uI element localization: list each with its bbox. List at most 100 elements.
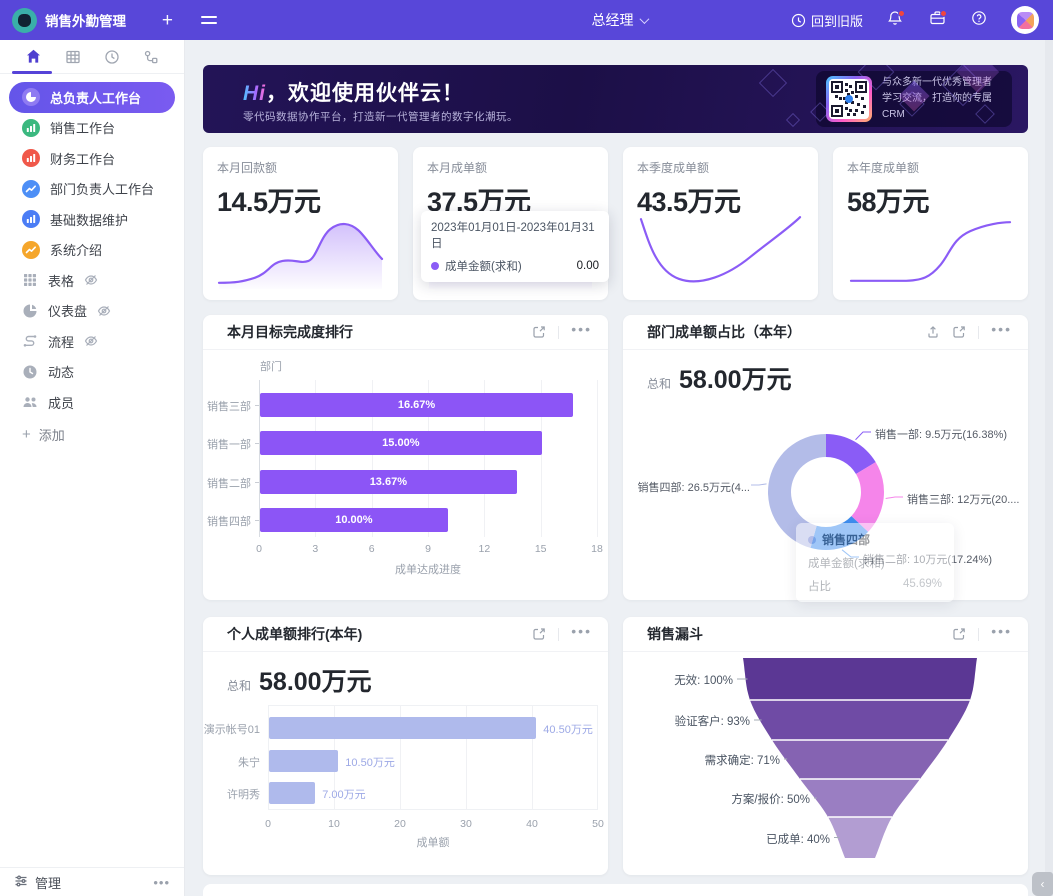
more-options-button[interactable]: ••• [571,320,592,337]
role-selector[interactable]: 总经理 [592,10,650,30]
eye-off-icon[interactable] [84,334,98,348]
expand-icon[interactable] [532,627,546,641]
bar-value-label: 10.50万元 [345,757,395,769]
expand-icon[interactable] [952,325,966,339]
stat-label: 本月回款额 [217,161,278,175]
eye-off-icon[interactable] [84,273,98,287]
bar-value-label: 40.50万元 [543,724,593,736]
category-label: 朱宁 [238,757,260,769]
x-axis-tick: 30 [460,818,472,830]
funnel-chart: 无效: 100% 验证客户: 93% 需求确定: 71% 方案/报价: 50% 已成单:… [623,652,1028,875]
menu-toggle-icon[interactable] [201,16,217,24]
bar[interactable] [269,717,537,739]
flow-gray-icon [22,333,38,349]
x-axis-tick: 3 [312,543,319,555]
eye-off-icon[interactable] [97,304,111,318]
tooltip-amount-row: 成单金额(求和) [808,558,885,570]
bar[interactable]: 13.67% [260,470,517,494]
sidebar-item[interactable]: 表格 [9,265,175,296]
export-icon[interactable] [926,325,940,339]
tooltip-date-range: 2023年01月01日-2023年01月31日 [431,222,595,250]
sidebar-item[interactable]: 基础数据维护 [9,204,175,235]
manage-more-button[interactable]: ••• [153,874,170,890]
funnel-stage-label: 验证客户: 93% [674,716,750,728]
stat-cards-row: 本月回款额 14.5万元 本月成单额 37.5万元 2023年01月01日-2023年0… [203,147,1028,300]
bar[interactable] [269,750,339,772]
collapse-widget-button[interactable]: ‹ [1032,872,1053,896]
gridline [540,380,542,537]
tooltip-pct-row: 占比 45.69% [808,578,942,594]
more-options-button[interactable]: ••• [991,622,1012,639]
sidebar-tab-grid-icon[interactable] [58,42,88,72]
back-to-old-button[interactable]: 回到旧版 [791,11,863,30]
bar[interactable]: 16.67% [260,393,574,417]
notifications-button[interactable] [885,10,905,30]
sparkline-chart [847,209,1014,294]
sidebar-manage-button[interactable]: 管理 ••• [0,867,184,896]
x-axis-tick: 40 [526,818,538,830]
sidebar-item[interactable]: 成员 [9,387,175,418]
qr-caption: 与众多新一代优秀管理者 学习交流，打造你的专属CRM [882,77,992,120]
cube-decoration [785,112,801,128]
more-options-button[interactable]: ••• [571,622,592,639]
sidebar-menu: 总负责人工作台销售工作台财务工作台部门负责人工作台基础数据维护 系统介绍 表格仪表盘… [0,74,184,418]
sidebar-item-label: 流程 [48,334,75,350]
bar[interactable]: 10.00% [260,508,448,532]
history-icon [791,13,806,28]
bar[interactable] [269,782,316,804]
axis-tick-mark [255,520,259,521]
sidebar-tab-home-icon[interactable] [19,42,49,72]
expand-icon[interactable] [952,627,966,641]
page-scrollbar[interactable] [1045,40,1053,896]
add-app-button[interactable]: + [161,9,173,31]
tooltip-title-row: 销售四部 [808,531,942,548]
sidebar-item[interactable]: 部门负责人工作台 [9,174,175,205]
inbox-button[interactable] [927,10,947,30]
personal-ranking-card: 个人成单额排行(本年) ••• 总和 58.00万元 0 10 20 30 40 50 演示… [203,617,608,875]
sidebar-item[interactable]: 仪表盘 [9,296,175,327]
x-axis-tick: 9 [425,543,431,555]
sidebar-item[interactable]: 销售工作台 [9,113,175,144]
sidebar-tab-org-icon[interactable] [136,42,166,72]
x-axis-title: 成单额 [416,837,450,849]
sidebar-item-label: 成员 [48,395,75,411]
sidebar-item-label: 仪表盘 [48,304,88,320]
sidebar-item-label: 销售工作台 [50,121,116,137]
dept-share-card: 部门成单额占比（本年） ••• 总和 58.00万元 销售一部: 9.5万元(1… [623,315,1028,602]
tooltip-series-name: 销售四部 [822,533,871,547]
y-axis-title: 部门 [260,361,282,373]
gridline [484,380,486,537]
sidebar-item[interactable]: 流程 [9,326,175,357]
sidebar-item-label: 动态 [48,365,75,381]
more-options-button[interactable]: ••• [991,320,1012,337]
help-button[interactable] [969,10,989,30]
sidebar-item[interactable]: 财务工作台 [9,143,175,174]
user-avatar[interactable] [1011,6,1039,34]
qr-code [826,76,872,122]
tooltip-series-name: 成单金额(求和) [445,261,522,273]
x-axis-tick: 12 [478,543,491,555]
sliders-icon [14,874,28,891]
x-axis-title: 成单达成进度 [395,564,461,576]
sidebar-item-label: 部门负责人工作台 [50,182,155,198]
banner-title: Hi，欢迎使用伙伴云！ [243,82,464,105]
chevron-down-icon [639,13,650,24]
expand-icon[interactable] [532,325,546,339]
funnel-stage-label: 方案/报价: 50% [731,794,810,806]
axis-tick-mark [255,443,259,444]
active-tab-indicator [12,71,52,74]
sidebar-item[interactable]: 动态 [9,357,175,388]
sidebar-item[interactable]: 总负责人工作台 [9,82,175,113]
topbar: 销售外勤管理 + 总经理 回到旧版 [0,0,1053,40]
bar[interactable]: 15.00% [260,431,542,455]
sidebar-item[interactable]: 系统介绍 [9,235,175,266]
personal-bar-chart: 总和 58.00万元 0 10 20 30 40 50 演示帐号01 40.50万元 朱宁 10.… [203,668,604,849]
welcome-banner: Hi，欢迎使用伙伴云！ 零代码数据协作平台，打造新一代管理者的数字化潮玩。 与众… [203,65,1028,133]
sidebar-add-button[interactable]: + 添加 [22,426,65,443]
x-axis-tick: 15 [534,543,547,555]
category-label: 演示帐号01 [203,724,260,736]
briefcase-icon [929,10,946,31]
category-label: 销售一部 [207,439,251,451]
sidebar-tab-clock-icon[interactable] [97,42,127,72]
pct-value: 45.69% [902,578,942,590]
